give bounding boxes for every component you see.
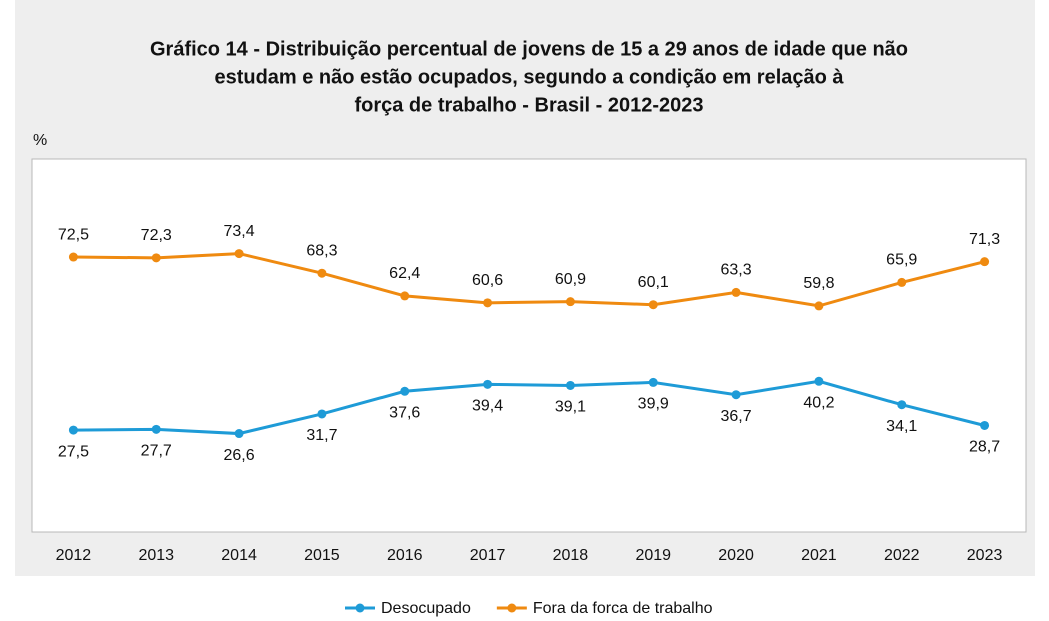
data-point	[648, 300, 658, 310]
data-label: 27,7	[141, 443, 172, 460]
data-point	[897, 400, 907, 410]
x-tick-label: 2016	[387, 547, 423, 564]
x-tick-label: 2017	[470, 547, 506, 564]
data-point	[317, 409, 327, 419]
data-point	[317, 268, 327, 278]
data-point	[897, 277, 907, 287]
x-tick-label: 2015	[304, 547, 340, 564]
legend-marker	[507, 603, 517, 613]
chart-title: força de trabalho - Brasil - 2012-2023	[354, 94, 703, 116]
x-tick-label: 2021	[801, 547, 837, 564]
data-point	[68, 252, 78, 262]
series-line	[73, 252, 985, 308]
chart-title: estudam e não estão ocupados, segundo a …	[214, 66, 844, 88]
data-label: 73,4	[224, 223, 255, 240]
x-tick-label: 2014	[221, 547, 257, 564]
data-label: 60,6	[472, 272, 503, 289]
data-label: 71,3	[969, 231, 1000, 248]
data-point	[234, 249, 244, 259]
data-label: 63,3	[721, 262, 752, 279]
data-point	[565, 380, 575, 390]
data-point	[814, 301, 824, 311]
x-tick-label: 2013	[138, 547, 174, 564]
data-label: 39,9	[638, 396, 669, 413]
data-point	[483, 298, 493, 308]
data-point	[234, 429, 244, 439]
data-label: 39,1	[555, 399, 586, 416]
data-point	[980, 420, 990, 430]
data-point	[483, 379, 493, 389]
x-tick-label: 2012	[56, 547, 92, 564]
data-label: 28,7	[969, 439, 1000, 456]
data-label: 72,5	[58, 226, 89, 243]
data-point	[648, 377, 658, 387]
x-tick-label: 2020	[718, 547, 754, 564]
data-label: 27,5	[58, 443, 89, 460]
data-label: 37,6	[389, 404, 420, 421]
data-label: 59,8	[803, 275, 834, 292]
data-label: 31,7	[306, 427, 337, 444]
data-label: 40,2	[803, 394, 834, 411]
plot-area	[31, 158, 1027, 533]
legend-label: Fora da forca de trabalho	[533, 600, 713, 617]
data-point	[400, 291, 410, 301]
x-tick-label: 2018	[553, 547, 589, 564]
legend-marker	[355, 603, 365, 613]
data-label: 34,1	[886, 418, 917, 435]
data-label: 62,4	[389, 265, 420, 282]
x-tick-label: 2023	[967, 547, 1003, 564]
data-label: 65,9	[886, 252, 917, 269]
x-tick-label: 2019	[635, 547, 671, 564]
data-point	[565, 297, 575, 307]
data-label: 60,1	[638, 274, 669, 291]
data-label: 26,6	[224, 447, 255, 464]
data-label: 39,4	[472, 398, 503, 415]
data-label: 72,3	[141, 227, 172, 244]
legend-label: Desocupado	[381, 600, 471, 617]
data-point	[68, 425, 78, 435]
data-point	[400, 386, 410, 396]
data-point	[814, 376, 824, 386]
y-axis-label: %	[33, 132, 47, 149]
series-line	[73, 379, 985, 436]
data-point	[731, 287, 741, 297]
x-tick-label: 2022	[884, 547, 920, 564]
data-point	[980, 257, 990, 267]
data-label: 68,3	[306, 242, 337, 259]
data-label: 36,7	[721, 408, 752, 425]
data-point	[151, 253, 161, 263]
data-point	[151, 424, 161, 434]
chart-title: Gráfico 14 - Distribuição percentual de …	[150, 38, 908, 60]
data-label: 60,9	[555, 271, 586, 288]
data-point	[731, 390, 741, 400]
